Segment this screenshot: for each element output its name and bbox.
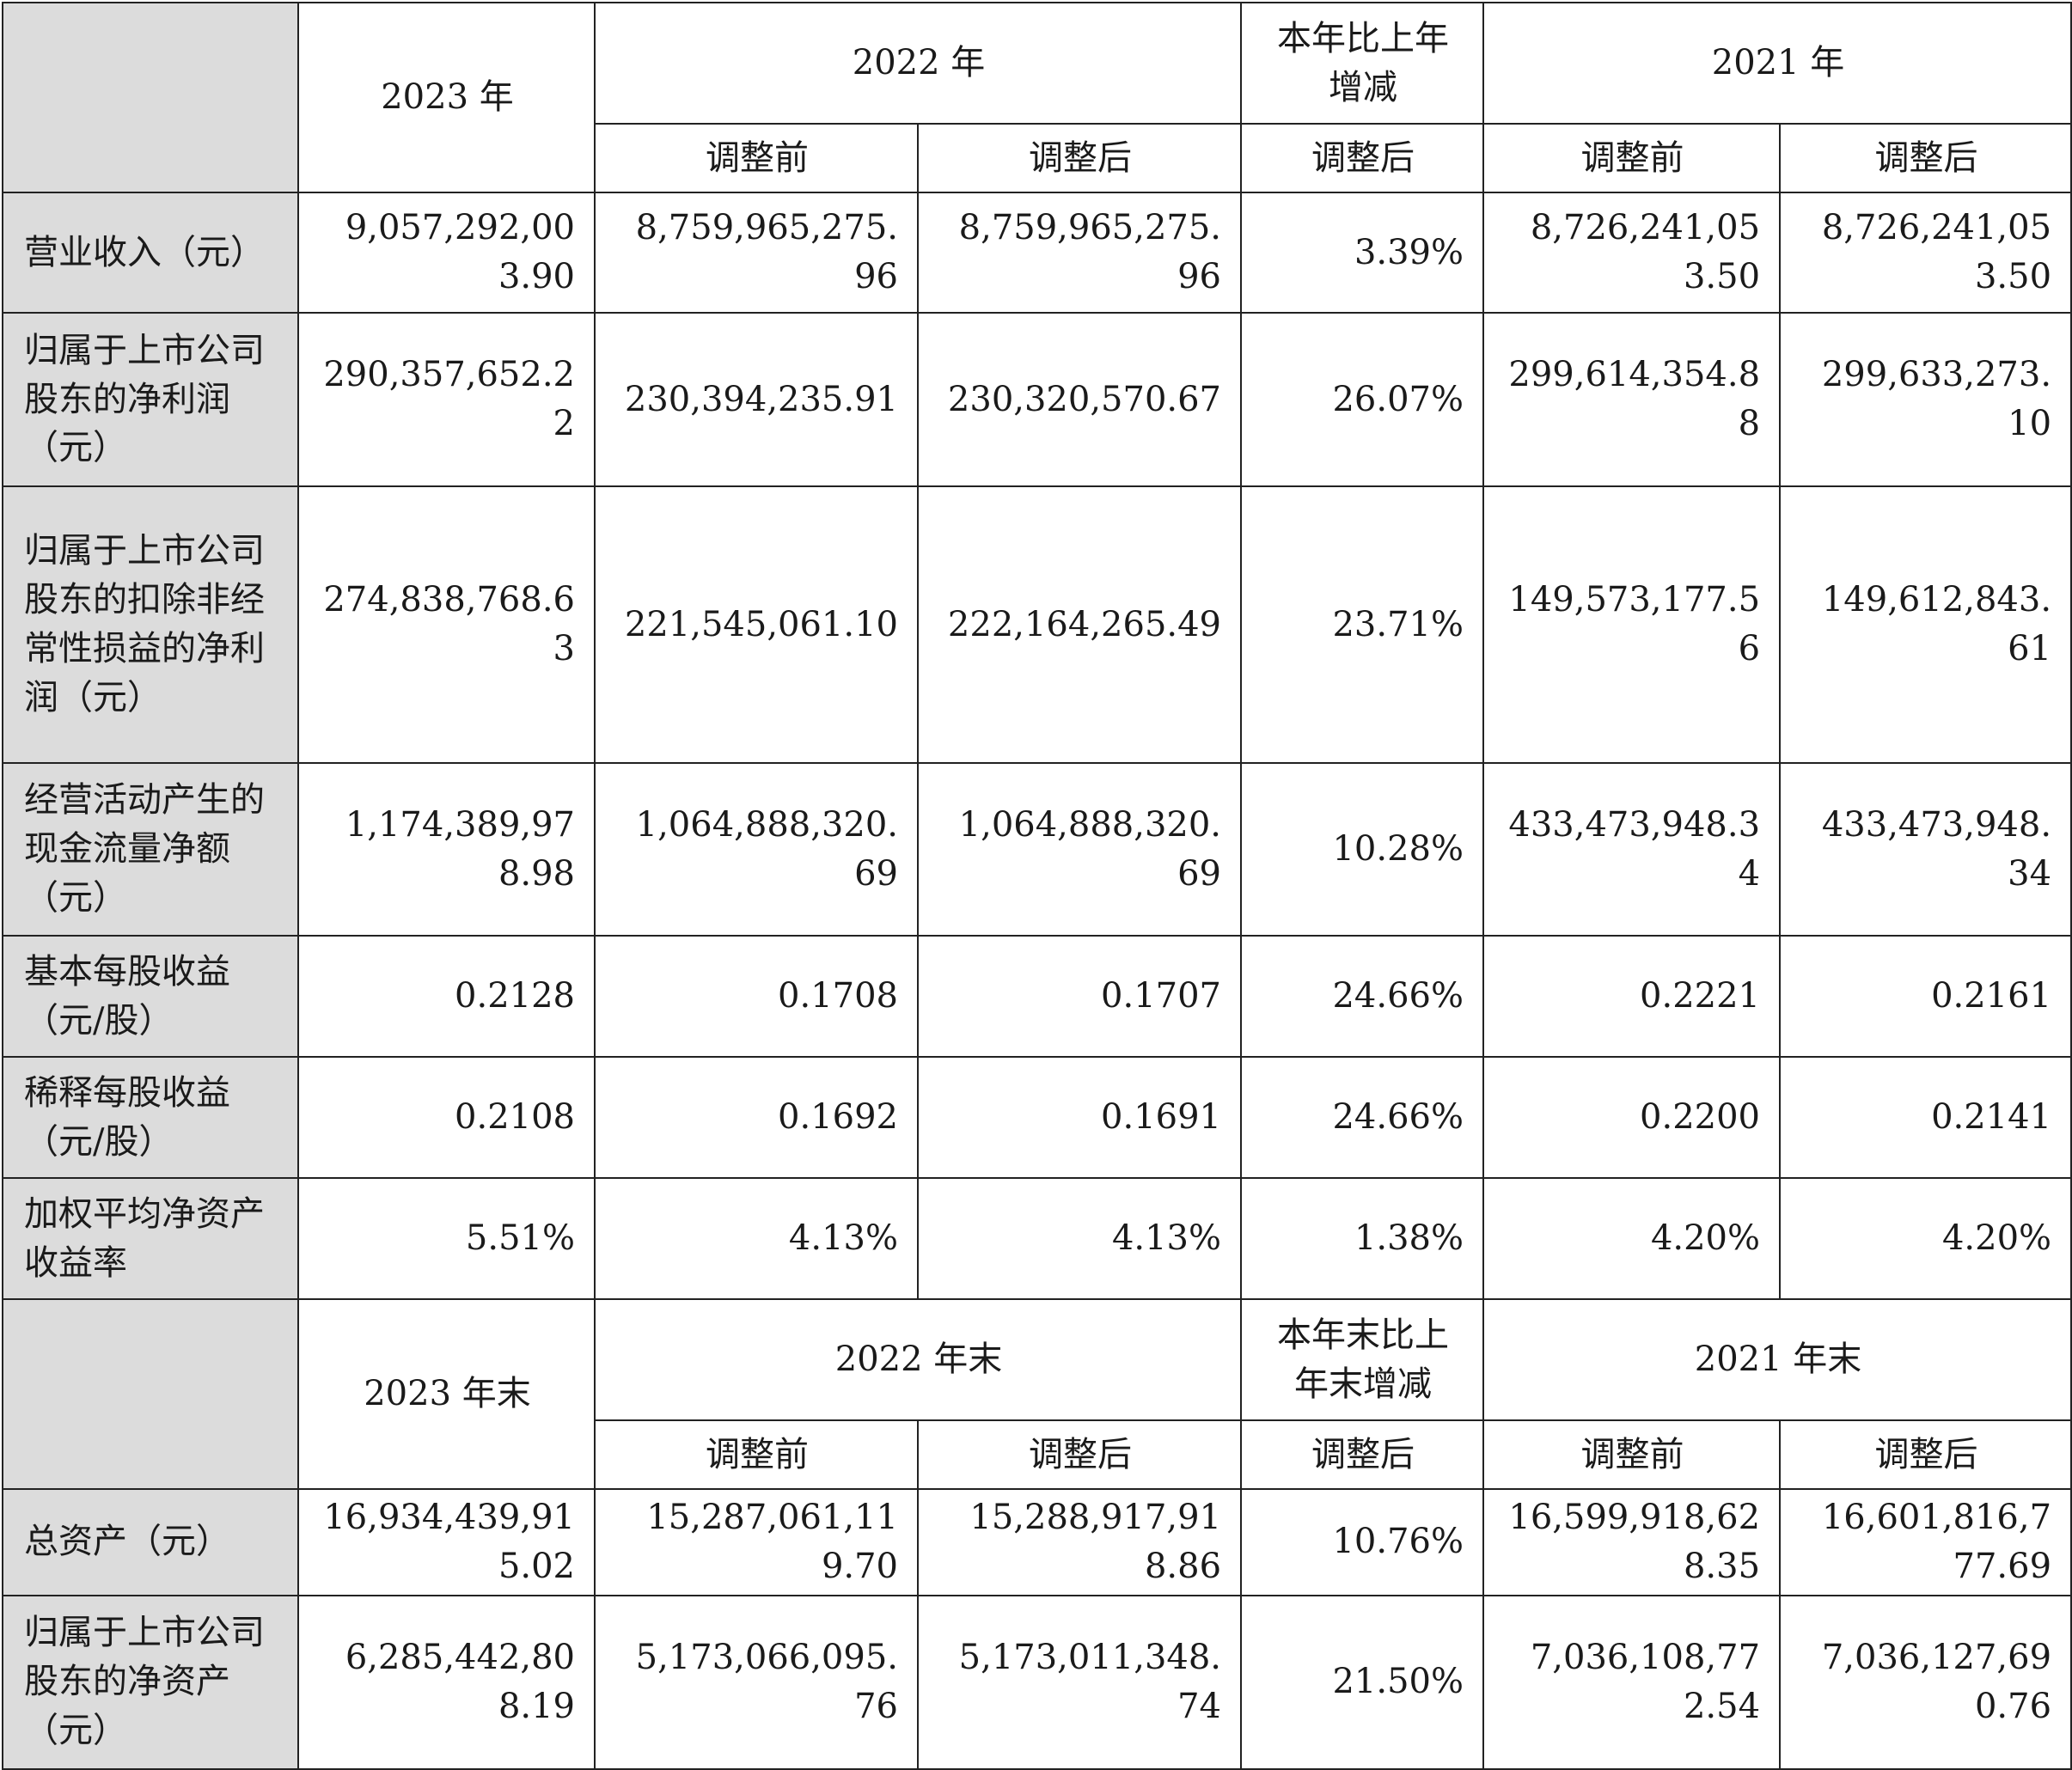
cell-2022-after: 222,164,265.49: [916, 485, 1243, 764]
header-sub-2022-before: 调整前: [594, 123, 919, 193]
cell-2023: 0.2128: [297, 935, 596, 1058]
cell-change: 10.76%: [1240, 1488, 1485, 1596]
table-row: 加权平均净资产收益率 5.51% 4.13% 4.13% 1.38% 4.20%…: [2, 1177, 2072, 1300]
header-sub-2022-after: 调整后: [916, 1419, 1243, 1490]
header-2023-end: 2023 年末: [297, 1298, 596, 1490]
cell-2022-after: 8,759,965,275.96: [916, 192, 1243, 314]
cell-change: 23.71%: [1240, 485, 1485, 764]
cell-2021-after: 4.20%: [1779, 1177, 2072, 1300]
cell-2022-before: 0.1692: [594, 1056, 919, 1179]
cell-2023: 16,934,439,915.02: [297, 1488, 596, 1596]
cell-2022-after: 4.13%: [916, 1177, 1243, 1300]
cell-2021-after: 8,726,241,053.50: [1779, 192, 2072, 314]
cell-2023: 274,838,768.63: [297, 485, 596, 764]
header-sub-2022-after: 调整后: [916, 123, 1243, 193]
header-sub-2021-after: 调整后: [1779, 123, 2072, 193]
cell-2021-before: 0.2221: [1482, 935, 1782, 1058]
cell-change: 24.66%: [1240, 935, 1485, 1058]
header-change: 本年比上年增减: [1240, 2, 1485, 125]
table-row: 基本每股收益（元/股） 0.2128 0.1708 0.1707 24.66% …: [2, 935, 2072, 1058]
cell-2022-before: 221,545,061.10: [594, 485, 919, 764]
row-label: 基本每股收益（元/股）: [2, 935, 299, 1058]
cell-2021-before: 149,573,177.56: [1482, 485, 1782, 764]
header-2021: 2021 年: [1482, 2, 2072, 125]
row-label: 归属于上市公司股东的扣除非经常性损益的净利润（元）: [2, 485, 299, 764]
row-label: 经营活动产生的现金流量净额（元）: [2, 762, 299, 937]
header-corner-cell: [2, 2, 299, 193]
cell-change: 26.07%: [1240, 312, 1485, 487]
row-label: 归属于上市公司股东的净资产（元）: [2, 1594, 299, 1770]
cell-2022-after: 0.1691: [916, 1056, 1243, 1179]
cell-2021-after: 7,036,127,690.76: [1779, 1594, 2072, 1770]
table-row: 归属于上市公司股东的净资产（元） 6,285,442,808.19 5,173,…: [2, 1594, 2072, 1770]
cell-change: 21.50%: [1240, 1594, 1485, 1770]
row-label: 总资产（元）: [2, 1488, 299, 1596]
header-row-adjust: 调整前 调整后 调整后 调整前 调整后: [3, 1419, 2072, 1490]
header-2022: 2022 年: [593, 2, 1243, 125]
header-sub-change: 调整后: [1240, 1419, 1485, 1490]
cell-2023: 0.2108: [297, 1056, 596, 1179]
header-row-years: 2023 年 2022 年 本年比上年增减 2021 年: [2, 2, 2072, 193]
row-label: 营业收入（元）: [2, 192, 299, 314]
header-row-adjust: 调整前 调整后 调整后 调整前 调整后: [3, 123, 2072, 193]
cell-2023: 1,174,389,978.98: [297, 762, 596, 937]
table-row: 归属于上市公司股东的净利润（元） 290,357,652.22 230,394,…: [2, 312, 2072, 487]
header-2023: 2023 年: [297, 2, 596, 193]
cell-2022-after: 0.1707: [916, 935, 1243, 1058]
cell-2021-after: 299,633,273.10: [1779, 312, 2072, 487]
row-label: 加权平均净资产收益率: [2, 1177, 299, 1300]
cell-2022-before: 15,287,061,119.70: [594, 1488, 919, 1596]
header-change-end: 本年末比上年末增减: [1240, 1298, 1485, 1421]
header-2022-end: 2022 年末: [593, 1298, 1243, 1421]
header-corner-cell: [2, 1298, 299, 1490]
cell-2023: 9,057,292,003.90: [297, 192, 596, 314]
table-row: 经营活动产生的现金流量净额（元） 1,174,389,978.98 1,064,…: [2, 762, 2072, 937]
cell-2022-before: 1,064,888,320.69: [594, 762, 919, 937]
cell-2021-before: 4.20%: [1482, 1177, 1782, 1300]
header-row-year-ends: 2023 年末 2022 年末 本年末比上年末增减 2021 年末: [2, 1298, 2072, 1490]
cell-2021-before: 0.2200: [1482, 1056, 1782, 1179]
cell-2021-after: 433,473,948.34: [1779, 762, 2072, 937]
table-row: 归属于上市公司股东的扣除非经常性损益的净利润（元） 274,838,768.63…: [2, 485, 2072, 764]
cell-2022-after: 230,320,570.67: [916, 312, 1243, 487]
cell-2021-before: 8,726,241,053.50: [1482, 192, 1782, 314]
cell-2021-after: 16,601,816,777.69: [1779, 1488, 2072, 1596]
cell-2021-before: 433,473,948.34: [1482, 762, 1782, 937]
cell-2023: 6,285,442,808.19: [297, 1594, 596, 1770]
cell-change: 1.38%: [1240, 1177, 1485, 1300]
cell-2022-before: 4.13%: [594, 1177, 919, 1300]
cell-2022-before: 0.1708: [594, 935, 919, 1058]
header-sub-2021-after: 调整后: [1779, 1419, 2072, 1490]
header-sub-2021-before: 调整前: [1482, 1419, 1782, 1490]
cell-2021-after: 0.2161: [1779, 935, 2072, 1058]
table-row: 总资产（元） 16,934,439,915.02 15,287,061,119.…: [2, 1488, 2072, 1596]
cell-change: 3.39%: [1240, 192, 1485, 314]
cell-change: 24.66%: [1240, 1056, 1485, 1179]
cell-change: 10.28%: [1240, 762, 1485, 937]
cell-2021-before: 16,599,918,628.35: [1482, 1488, 1782, 1596]
header-sub-2022-before: 调整前: [594, 1419, 919, 1490]
cell-2023: 290,357,652.22: [297, 312, 596, 487]
header-2021-end: 2021 年末: [1482, 1298, 2072, 1421]
row-label: 归属于上市公司股东的净利润（元）: [2, 312, 299, 487]
table-row: 稀释每股收益（元/股） 0.2108 0.1692 0.1691 24.66% …: [2, 1056, 2072, 1179]
cell-2023: 5.51%: [297, 1177, 596, 1300]
row-label: 稀释每股收益（元/股）: [2, 1056, 299, 1179]
header-sub-2021-before: 调整前: [1482, 123, 1782, 193]
cell-2021-before: 299,614,354.88: [1482, 312, 1782, 487]
table-row: 营业收入（元） 9,057,292,003.90 8,759,965,275.9…: [2, 192, 2072, 314]
cell-2022-after: 5,173,011,348.74: [916, 1594, 1243, 1770]
cell-2022-before: 5,173,066,095.76: [594, 1594, 919, 1770]
cell-2021-after: 149,612,843.61: [1779, 485, 2072, 764]
header-sub-change: 调整后: [1240, 123, 1485, 193]
cell-2021-before: 7,036,108,772.54: [1482, 1594, 1782, 1770]
cell-2022-after: 15,288,917,918.86: [916, 1488, 1243, 1596]
cell-2022-before: 230,394,235.91: [594, 312, 919, 487]
cell-2022-after: 1,064,888,320.69: [916, 762, 1243, 937]
cell-2022-before: 8,759,965,275.96: [594, 192, 919, 314]
cell-2021-after: 0.2141: [1779, 1056, 2072, 1179]
